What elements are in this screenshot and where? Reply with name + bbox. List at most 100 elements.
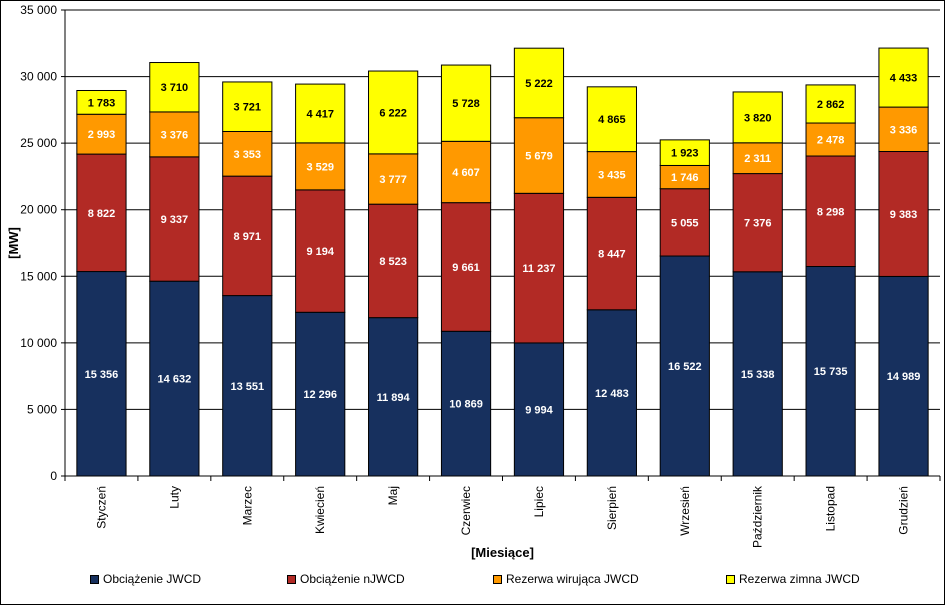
data-label: 3 336 [890, 124, 918, 136]
bar-segment [440, 330, 492, 477]
bar-segment [805, 155, 856, 267]
bar-segment [222, 81, 273, 132]
data-label: 15 735 [814, 366, 848, 378]
data-label: 2 311 [744, 153, 771, 165]
data-label: 11 237 [522, 263, 555, 275]
data-label: 11 894 [377, 392, 411, 404]
bar-segment [76, 271, 127, 477]
bar-segment [878, 106, 929, 153]
bar-segment [222, 130, 273, 177]
data-label: 3 777 [379, 174, 407, 186]
data-label: 2 478 [817, 135, 845, 147]
data-label: 1 746 [671, 172, 699, 184]
data-label: 9 661 [452, 262, 480, 274]
data-label: 2 993 [88, 129, 116, 141]
data-label: 8 523 [379, 256, 407, 268]
bar-segment [440, 140, 492, 204]
legend-swatch [726, 574, 735, 584]
data-label: 9 337 [161, 214, 189, 226]
bar-segment [440, 202, 492, 332]
data-label: 14 989 [887, 371, 921, 383]
data-label: 8 971 [234, 231, 262, 243]
data-label: 7 376 [744, 218, 772, 230]
plot-area [65, 10, 940, 476]
legend-swatch [493, 574, 502, 584]
bar-segment [368, 70, 419, 155]
bar-segment [368, 153, 419, 205]
bar-segment [659, 255, 710, 477]
data-label: 4 865 [598, 114, 626, 126]
bar-segment [149, 280, 200, 477]
x-tick-label: Lipiec [532, 486, 546, 517]
bar-segment [222, 175, 273, 297]
data-label: 3 721 [234, 102, 262, 114]
stacked-bar-chart: 0 5 000 10 000 15 000 20 000 25 000 30 000 35 0… [6, 3, 941, 560]
bar-segment [513, 192, 565, 344]
data-label: 4 607 [452, 167, 480, 179]
data-label: 15 338 [741, 369, 775, 381]
data-label: 3 529 [306, 161, 334, 173]
bar-segment [805, 84, 856, 124]
bar-segment [513, 117, 565, 194]
data-label: 3 710 [161, 82, 189, 94]
bar-segment [659, 139, 710, 166]
y-tick-label: 35 000 [20, 3, 57, 17]
x-tick-label: Kwiecień [313, 486, 327, 534]
y-tick-label: 5 000 [27, 402, 57, 416]
bar-segment [732, 173, 783, 273]
legend-label: Rezerwa zimna JWCD [739, 572, 860, 586]
bar-segment [586, 86, 637, 153]
legend-swatch [287, 574, 296, 584]
data-label: 3 353 [234, 149, 262, 161]
bar-segment [76, 153, 127, 273]
data-label: 3 435 [598, 169, 626, 181]
bar-segment [149, 156, 200, 282]
x-tick-label: Grudzień [897, 486, 911, 535]
bar-segment [586, 196, 637, 311]
x-tick-label: Sierpień [605, 486, 619, 530]
legend-item: Obciążenie JWCD [90, 572, 201, 586]
bar-segment [732, 142, 783, 175]
data-label: 3 820 [744, 112, 772, 124]
data-label: 13 551 [230, 381, 264, 393]
bar-segment [76, 113, 127, 155]
data-label: 8 822 [88, 208, 116, 220]
data-label: 8 447 [598, 249, 626, 261]
x-tick-label: Styczeń [94, 486, 108, 529]
bar-segment [368, 317, 419, 477]
data-label: 2 862 [817, 99, 845, 111]
legend: Obciążenie JWCD Obciążenie nJWCD Rezerwa… [0, 572, 945, 592]
bar-segment [732, 271, 783, 477]
bar-segment [878, 151, 929, 277]
bar-segment [440, 64, 492, 142]
bar-segment [295, 83, 346, 144]
data-label: 1 923 [671, 148, 699, 160]
legend-label: Obciążenie nJWCD [300, 572, 405, 586]
y-tick-label: 0 [50, 469, 57, 483]
bar-segment [586, 151, 637, 198]
bar-segment [513, 47, 565, 119]
data-label: 5 728 [452, 98, 480, 110]
x-tick-label: Wrzesień [678, 486, 692, 536]
legend-item: Rezerwa wirująca JWCD [493, 572, 639, 586]
data-label: 14 632 [158, 374, 192, 386]
bar-segment [295, 189, 346, 313]
x-tick-label: Luty [167, 486, 181, 509]
bar-segment [878, 47, 929, 108]
data-label: 8 298 [817, 206, 845, 218]
legend-item: Obciążenie nJWCD [287, 572, 405, 586]
bar-segment [513, 342, 565, 477]
x-tick-label: Listopad [824, 486, 838, 531]
data-label: 1 783 [88, 97, 116, 109]
bar-segment [149, 111, 200, 158]
y-tick-label: 30 000 [20, 70, 57, 84]
data-label: 4 433 [890, 73, 918, 85]
legend-label: Obciążenie JWCD [103, 572, 202, 586]
x-tick-label: Maj [386, 486, 400, 505]
data-label: 12 296 [303, 389, 337, 401]
bar-segment [149, 62, 200, 113]
data-label: 16 522 [668, 361, 702, 373]
y-tick-label: 20 000 [20, 203, 57, 217]
data-label: 4 417 [306, 108, 334, 120]
y-axis-title: [MW] [6, 227, 21, 259]
